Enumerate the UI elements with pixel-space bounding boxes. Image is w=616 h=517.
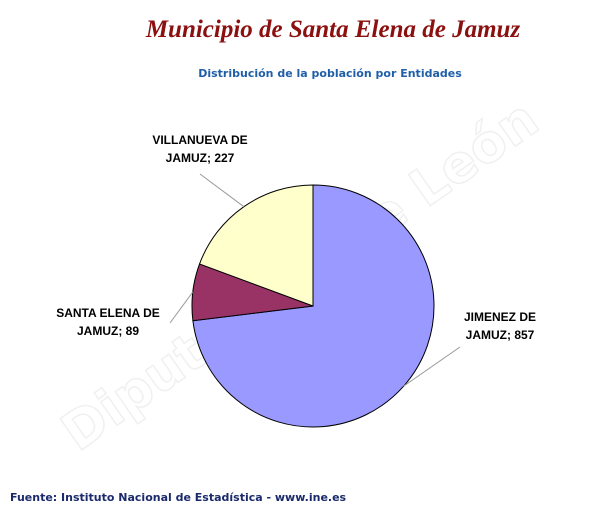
data-label: SANTA ELENA DE JAMUZ; 89 [56, 306, 160, 338]
source: Fuente: Instituto Nacional de Estadístic… [10, 491, 347, 504]
chart-subtitle: Distribución de la población por Entidad… [198, 67, 462, 80]
leader-line [403, 346, 461, 387]
chart-title: Municipio de Santa Elena de Jamuz [145, 16, 521, 43]
data-label: VILLANUEVA DE JAMUZ; 227 [152, 133, 247, 165]
leader-line [169, 291, 194, 324]
leader-line [199, 173, 245, 208]
pie-slice [198, 184, 314, 307]
data-label: JIMENEZ DE JAMUZ; 857 [464, 310, 536, 342]
